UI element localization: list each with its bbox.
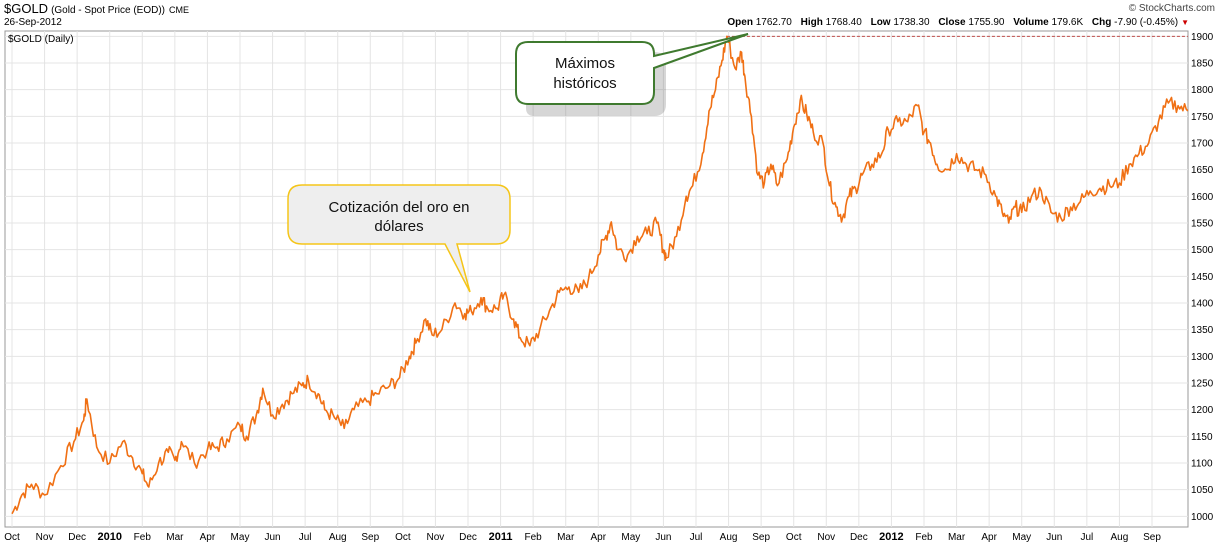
chart-header: $GOLD (Gold - Spot Price (EOD)) CME 26-Sep… [0, 0, 1219, 30]
x-tick-label: Apr [981, 532, 997, 543]
open-label: Open [727, 17, 753, 28]
x-tick-label: Dec [68, 532, 86, 543]
x-tick-label: Jul [299, 532, 312, 543]
callout-gold-line-1: Cotización del oro en [329, 199, 470, 216]
x-tick-label: Oct [786, 532, 802, 543]
callout-highs: Máximos históricos [515, 33, 749, 116]
x-tick-label: Feb [525, 532, 543, 543]
y-tick-label: 1200 [1191, 405, 1214, 416]
x-tick-label: Mar [166, 532, 184, 543]
x-tick-label: May [1012, 532, 1031, 543]
y-tick-label: 1650 [1191, 165, 1214, 176]
y-tick-label: 1850 [1191, 59, 1214, 70]
x-tick-label: Sep [1143, 532, 1161, 543]
ohlc-readout: Open 1762.70 High 1768.40 Low 1738.30 Cl… [721, 17, 1189, 28]
y-tick-label: 1100 [1191, 459, 1213, 470]
callout-gold-price: Cotización del oro en dólares [287, 184, 511, 293]
x-tick-label: May [621, 532, 640, 543]
low-value: 1738.30 [893, 17, 930, 28]
x-tick-label: Feb [915, 532, 933, 543]
y-tick-label: 1600 [1191, 192, 1214, 203]
x-tick-label: Nov [36, 532, 54, 543]
x-tick-label: Oct [4, 532, 20, 543]
x-tick-label: Jul [690, 532, 703, 543]
y-tick-label: 1800 [1191, 85, 1214, 96]
x-tick-label: Jun [265, 532, 281, 543]
x-tick-label: Jun [1046, 532, 1062, 543]
x-tick-label: Aug [329, 532, 347, 543]
symbol-line: $GOLD (Gold - Spot Price (EOD)) CME [4, 1, 189, 16]
chg-value: -7.90 (-0.45%) [1114, 17, 1179, 28]
y-tick-label: 1000 [1191, 512, 1214, 523]
x-tick-label: Apr [200, 532, 216, 543]
x-tick-label: Feb [134, 532, 152, 543]
y-tick-label: 1400 [1191, 299, 1214, 310]
x-tick-label: 2011 [489, 531, 513, 543]
callout-gold-line-2: dólares [374, 218, 423, 235]
y-tick-label: 1350 [1191, 325, 1214, 336]
plot-area [4, 30, 1189, 528]
y-tick-label: 1500 [1191, 245, 1214, 256]
gold-price-series-line [11, 35, 1189, 515]
high-value: 1768.40 [825, 17, 862, 28]
x-tick-label: Apr [591, 532, 607, 543]
volume-label: Volume [1013, 17, 1049, 28]
y-axis-labels: 1000 1050 1100 1150 1200 1250 1300 1350 1400 1450… [1191, 32, 1214, 523]
x-tick-label: Sep [752, 532, 770, 543]
x-tick-label: Jul [1080, 532, 1093, 543]
y-tick-label: 1150 [1191, 432, 1213, 443]
x-tick-label: Nov [427, 532, 445, 543]
x-tick-label: Dec [459, 532, 477, 543]
y-tick-label: 1050 [1191, 485, 1214, 496]
x-tick-label: Oct [395, 532, 411, 543]
y-tick-label: 1250 [1191, 379, 1214, 390]
exchange-label: CME [169, 5, 189, 15]
callout-highs-shape [515, 33, 749, 105]
close-value: 1755.90 [968, 17, 1005, 28]
y-tick-label: 1750 [1191, 112, 1214, 123]
callout-highs-line-1: Máximos [555, 55, 615, 72]
open-value: 1762.70 [755, 17, 792, 28]
volume-value: 179.6K [1051, 17, 1084, 28]
ticker-symbol: $GOLD [4, 1, 49, 16]
y-tick-label: 1700 [1191, 139, 1214, 150]
x-tick-label: Mar [557, 532, 575, 543]
low-label: Low [870, 17, 891, 28]
x-tick-label: Aug [1111, 532, 1129, 543]
y-tick-label: 1550 [1191, 219, 1214, 230]
x-tick-label: Jun [655, 532, 671, 543]
chg-label: Chg [1091, 17, 1112, 28]
x-tick-label: 2012 [879, 531, 903, 543]
x-tick-label: Aug [720, 532, 738, 543]
callout-gold-shape [287, 184, 511, 293]
ticker-description: (Gold - Spot Price (EOD)) [51, 5, 165, 16]
chart-date: 26-Sep-2012 [4, 17, 62, 28]
x-tick-label: Dec [850, 532, 868, 543]
x-tick-label: Nov [817, 532, 835, 543]
high-label: High [800, 17, 823, 28]
close-label: Close [938, 17, 966, 28]
x-tick-label: Sep [361, 532, 379, 543]
callout-highs-line-2: históricos [553, 75, 616, 92]
x-axis-labels: Oct Nov Dec 2010 Feb Mar Apr May Jun Jul Aug Sep Oct… [4, 531, 1161, 543]
y-tick-label: 1450 [1191, 272, 1214, 283]
y-tick-label: 1300 [1191, 352, 1214, 363]
x-tick-label: Mar [948, 532, 966, 543]
x-tick-label: 2010 [97, 531, 121, 543]
panel-label: $GOLD (Daily) [8, 34, 74, 45]
down-arrow-icon: ▼ [1181, 18, 1189, 27]
x-tick-label: May [231, 532, 250, 543]
y-tick-label: 1900 [1191, 32, 1214, 43]
grid-lines [5, 31, 1188, 527]
stockcharts-brand[interactable]: © StockCharts.com [1128, 3, 1215, 14]
